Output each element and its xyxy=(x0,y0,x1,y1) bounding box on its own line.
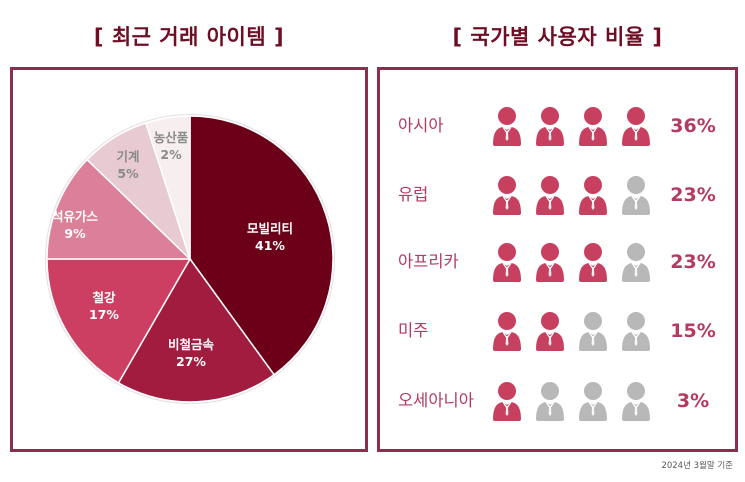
country-pct: 23% xyxy=(670,251,716,273)
slice-pct: 41% xyxy=(255,238,285,253)
person-icon xyxy=(534,175,566,215)
slice-pct: 2% xyxy=(160,147,182,162)
pie-label-nonferrous: 비철금속 27% xyxy=(168,336,214,370)
country-ratio-title: [ 국가별 사용자 비율 ] xyxy=(452,25,663,49)
country-row-oceania: 오세아니아 3% xyxy=(377,376,738,426)
person-icon xyxy=(534,381,566,421)
country-name: 유럽 xyxy=(398,185,429,204)
pie-label-steel: 철강 17% xyxy=(89,289,119,323)
country-row-americas: 미주 15% xyxy=(377,306,738,356)
slice-name: 철강 xyxy=(92,290,116,305)
slice-name: 비철금속 xyxy=(167,337,215,352)
country-pct: 15% xyxy=(670,320,716,342)
person-icon xyxy=(491,106,523,146)
country-name: 아프리카 xyxy=(398,252,459,271)
country-pct: 3% xyxy=(676,390,710,412)
person-icon xyxy=(534,242,566,282)
person-icon xyxy=(491,242,523,282)
person-icon xyxy=(534,311,566,351)
pie-chart-title: [ 최근 거래 아이템 ] xyxy=(93,25,285,49)
slice-name: 석유가스 xyxy=(51,209,99,224)
country-name: 오세아니아 xyxy=(398,391,474,410)
pie-label-oilgas: 석유가스 9% xyxy=(52,208,98,242)
person-icon xyxy=(620,242,652,282)
country-pct: 36% xyxy=(670,115,716,137)
person-icon xyxy=(577,381,609,421)
person-icon xyxy=(577,311,609,351)
person-icon xyxy=(577,106,609,146)
country-row-africa: 아프리카 23% xyxy=(377,237,738,287)
slice-pct: 17% xyxy=(89,307,119,322)
slice-pct: 9% xyxy=(64,226,86,241)
country-pct: 23% xyxy=(670,184,716,206)
country-name: 아시아 xyxy=(398,116,444,135)
country-row-europe: 유럽 23% xyxy=(377,170,738,220)
person-icon xyxy=(620,175,652,215)
footnote: 2024년 3월말 기준 xyxy=(661,461,733,471)
slice-pct: 5% xyxy=(117,166,139,181)
slice-name: 기계 xyxy=(116,149,140,164)
person-icon xyxy=(534,106,566,146)
person-icon xyxy=(491,175,523,215)
slice-name: 모빌리티 xyxy=(246,221,294,236)
pie-label-mobility: 모빌리티 41% xyxy=(247,220,293,254)
person-icon xyxy=(577,175,609,215)
country-row-asia: 아시아 36% xyxy=(377,101,738,151)
slice-name: 농산품 xyxy=(153,130,189,145)
person-icon xyxy=(620,381,652,421)
pie-label-machinery: 기계 5% xyxy=(116,148,139,182)
pie-label-agri: 농산품 2% xyxy=(154,129,189,163)
person-icon xyxy=(620,311,652,351)
slice-pct: 27% xyxy=(176,354,206,369)
person-icon xyxy=(577,242,609,282)
person-icon xyxy=(620,106,652,146)
person-icon xyxy=(491,381,523,421)
country-name: 미주 xyxy=(398,321,429,340)
person-icon xyxy=(491,311,523,351)
recent-items-panel xyxy=(10,67,368,452)
